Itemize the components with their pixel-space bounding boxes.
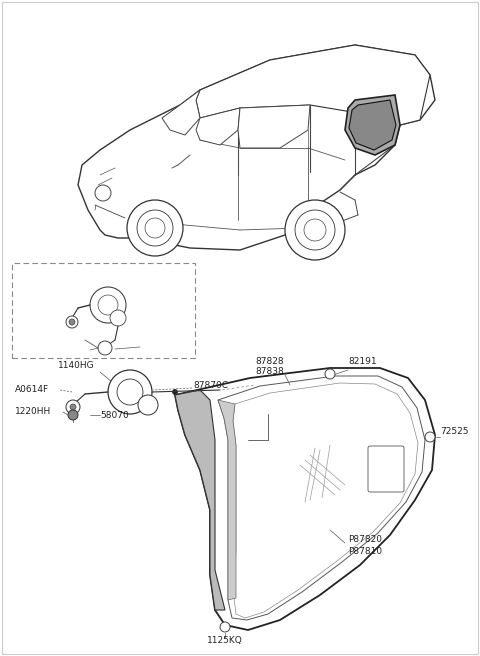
Text: P87810: P87810 <box>348 546 382 556</box>
Circle shape <box>325 369 335 379</box>
Circle shape <box>95 185 111 201</box>
Text: 82191: 82191 <box>348 358 377 367</box>
Circle shape <box>66 400 80 414</box>
Polygon shape <box>345 95 400 155</box>
Text: 87870F: 87870F <box>142 340 175 350</box>
Polygon shape <box>196 108 240 145</box>
Text: A0614F: A0614F <box>15 386 49 394</box>
Polygon shape <box>175 390 225 610</box>
Text: 1140HG: 1140HG <box>58 361 95 369</box>
Circle shape <box>127 200 183 256</box>
Text: 72525: 72525 <box>440 428 468 436</box>
Circle shape <box>138 395 158 415</box>
Polygon shape <box>196 45 430 125</box>
Text: 87870E: 87870E <box>130 293 163 302</box>
Text: 87870D: 87870D <box>130 304 164 312</box>
Circle shape <box>98 341 112 355</box>
Circle shape <box>69 319 75 325</box>
Text: 87870H: 87870H <box>30 293 64 302</box>
Circle shape <box>70 404 76 410</box>
Bar <box>12 263 195 358</box>
Polygon shape <box>238 105 310 148</box>
Circle shape <box>220 622 230 632</box>
Text: 1220HH: 1220HH <box>15 407 51 417</box>
Text: 87870G: 87870G <box>30 304 64 312</box>
Circle shape <box>66 316 78 328</box>
Circle shape <box>172 390 178 394</box>
Circle shape <box>110 310 126 326</box>
Polygon shape <box>218 400 236 600</box>
Circle shape <box>108 370 152 414</box>
Circle shape <box>223 625 227 629</box>
Text: 87838: 87838 <box>255 367 284 377</box>
Circle shape <box>285 200 345 260</box>
Polygon shape <box>78 45 435 250</box>
Text: (W/POWER QTR GLASS): (W/POWER QTR GLASS) <box>18 264 120 272</box>
Circle shape <box>425 432 435 442</box>
FancyBboxPatch shape <box>368 446 404 492</box>
Text: 58070: 58070 <box>100 411 129 419</box>
Text: 1125KQ: 1125KQ <box>207 636 243 644</box>
Circle shape <box>90 287 126 323</box>
Text: P87820: P87820 <box>348 535 382 544</box>
Circle shape <box>328 373 332 375</box>
Text: 87828: 87828 <box>255 358 284 367</box>
Text: 87870C: 87870C <box>193 380 228 390</box>
Circle shape <box>68 410 78 420</box>
Polygon shape <box>175 368 435 630</box>
Circle shape <box>429 436 432 438</box>
Polygon shape <box>349 100 396 150</box>
Polygon shape <box>162 90 200 135</box>
